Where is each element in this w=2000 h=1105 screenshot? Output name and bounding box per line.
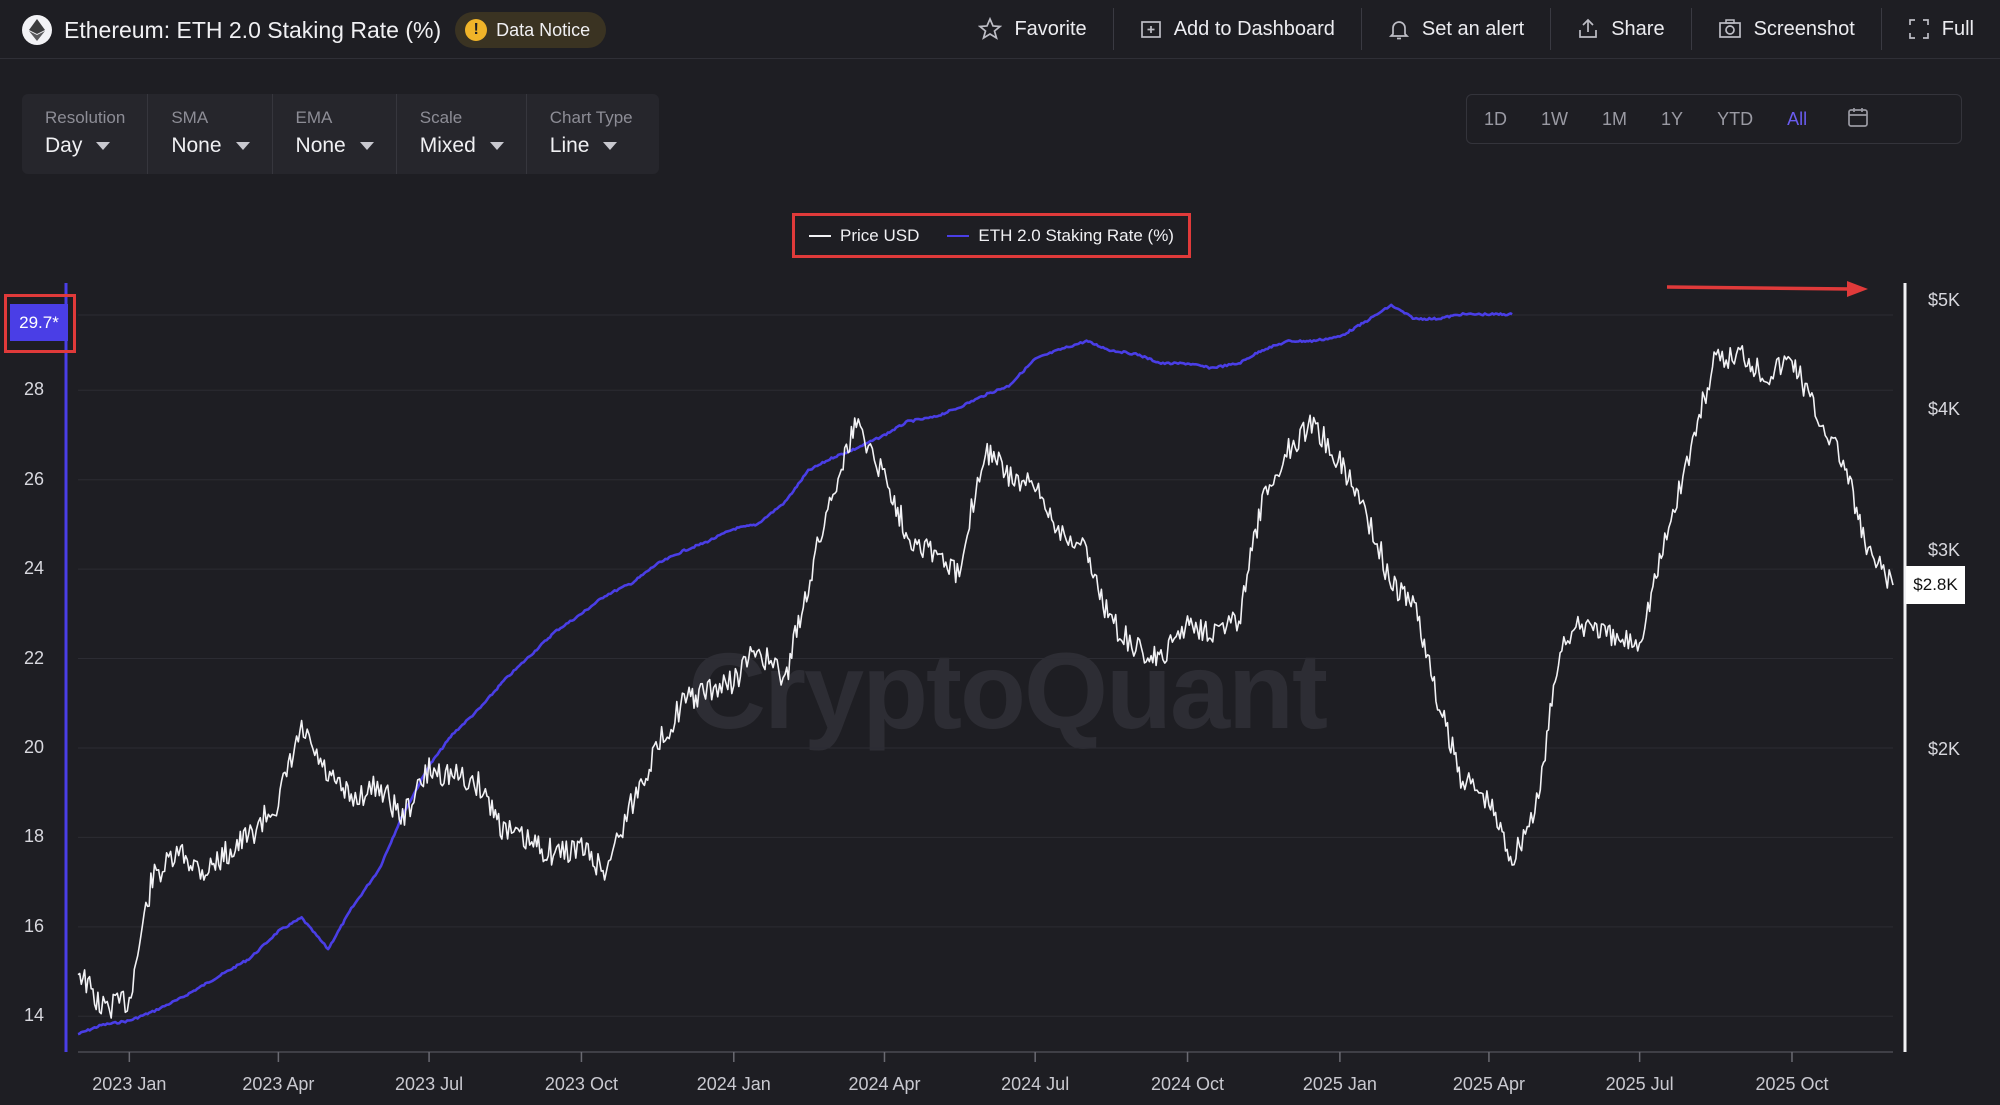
- legend-swatch: [809, 234, 832, 237]
- screenshot-button[interactable]: Screenshot: [1690, 8, 1881, 50]
- chart-type-label: Chart Type: [549, 108, 633, 127]
- y-tick-label-right: $5K: [1928, 290, 1961, 310]
- chevron-down-icon: [489, 142, 504, 150]
- x-tick-label: 2024 Jan: [696, 1074, 771, 1094]
- y-tick-label-left: 18: [23, 826, 44, 847]
- chevron-down-icon: [359, 142, 374, 150]
- y-tick-label-right: $4K: [1928, 399, 1961, 420]
- resolution-value: Day: [45, 134, 83, 157]
- range-ytd-button[interactable]: YTD: [1717, 108, 1754, 129]
- chevron-down-icon: [603, 142, 618, 150]
- watermark: CryptoQuant: [688, 630, 1328, 751]
- y-tick-label-left: 20: [23, 736, 44, 757]
- x-tick-label: 2023 Oct: [544, 1074, 618, 1094]
- x-tick-label: 2023 Jan: [92, 1074, 167, 1094]
- fullscreen-icon: [1908, 19, 1929, 39]
- header-bar: Ethereum: ETH 2.0 Staking Rate (%) ! Dat…: [0, 0, 2000, 59]
- sma-label: SMA: [171, 108, 209, 127]
- current-value-highlight: [4, 294, 76, 353]
- x-tick-label: 2024 Oct: [1151, 1074, 1225, 1094]
- chart-type-value: Line: [549, 134, 590, 157]
- x-tick-label: 2023 Apr: [242, 1074, 315, 1094]
- title-area: Ethereum: ETH 2.0 Staking Rate (%) ! Dat…: [22, 12, 607, 48]
- data-notice-label: Data Notice: [496, 19, 591, 40]
- page-title: Ethereum: ETH 2.0 Staking Rate (%): [64, 16, 442, 43]
- sma-value: None: [171, 134, 222, 157]
- time-range-selector: 1D 1W 1M 1Y YTD All: [1466, 94, 1962, 144]
- favorite-button[interactable]: Favorite: [952, 8, 1112, 50]
- share-icon: [1579, 18, 1598, 38]
- set-alert-label: Set an alert: [1421, 17, 1525, 40]
- camera-icon: [1718, 19, 1741, 38]
- legend-item-price[interactable]: Price USD: [809, 226, 919, 246]
- sma-dropdown[interactable]: SMA None: [148, 94, 273, 174]
- range-1y-button[interactable]: 1Y: [1661, 108, 1684, 129]
- legend-label: Price USD: [840, 225, 920, 245]
- range-all-button[interactable]: All: [1787, 108, 1808, 129]
- warning-icon: !: [465, 19, 488, 41]
- share-label: Share: [1611, 17, 1665, 40]
- share-button[interactable]: Share: [1550, 8, 1690, 50]
- y-tick-label-right: $3K: [1928, 540, 1961, 561]
- x-tick-label: 2024 Jul: [1001, 1074, 1070, 1094]
- y-tick-label-left: 26: [23, 468, 44, 489]
- scale-value: Mixed: [419, 134, 476, 157]
- range-1w-button[interactable]: 1W: [1541, 108, 1569, 129]
- legend-item-staking-rate[interactable]: ETH 2.0 Staking Rate (%): [947, 226, 1174, 246]
- x-tick-label: 2025 Apr: [1452, 1074, 1525, 1094]
- header-actions: Favorite Add to Dashboard Set an alert S…: [952, 8, 2000, 50]
- chart-type-dropdown[interactable]: Chart Type Line: [527, 94, 655, 174]
- range-1d-button[interactable]: 1D: [1484, 108, 1508, 129]
- series-line-eth-2-0-staking-rate-: [77, 303, 1513, 1036]
- resolution-label: Resolution: [45, 108, 126, 127]
- x-tick-label: 2025 Jan: [1302, 1074, 1377, 1094]
- series-line-price-usd: [77, 344, 1894, 1019]
- x-tick-label: 2025 Oct: [1755, 1074, 1829, 1094]
- add-to-dashboard-button[interactable]: Add to Dashboard: [1112, 8, 1361, 50]
- y-tick-label-left: 14: [23, 1005, 44, 1026]
- chevron-down-icon: [235, 142, 250, 150]
- chart-settings-panel: Resolution Day SMA None EMA None Scale M…: [22, 94, 659, 174]
- screenshot-label: Screenshot: [1753, 17, 1855, 40]
- calendar-button[interactable]: [1830, 106, 1886, 133]
- x-tick-label: 2025 Jul: [1605, 1074, 1674, 1094]
- scale-label: Scale: [419, 108, 463, 127]
- x-tick-label: 2023 Jul: [395, 1074, 464, 1094]
- annotation-arrow: [1666, 281, 1868, 297]
- calendar-icon: [1848, 107, 1868, 127]
- bell-icon: [1388, 21, 1409, 40]
- y-tick-label-left: 22: [23, 647, 44, 668]
- current-staking-rate-label: 29.7*: [10, 304, 68, 341]
- ema-dropdown[interactable]: EMA None: [273, 94, 397, 174]
- dashboard-add-icon: [1140, 21, 1161, 38]
- ema-value: None: [295, 134, 346, 157]
- current-price-label: $2.8K: [1906, 566, 1965, 604]
- y-tick-label-left: 24: [23, 558, 44, 579]
- set-alert-button[interactable]: Set an alert: [1360, 8, 1550, 50]
- ethereum-logo-icon: [22, 15, 52, 45]
- y-tick-label-left: 28: [23, 379, 44, 400]
- data-notice-button[interactable]: ! Data Notice: [455, 12, 607, 48]
- favorite-label: Favorite: [1014, 17, 1087, 40]
- legend-swatch: [947, 234, 970, 237]
- y-tick-label-left: 16: [23, 915, 44, 936]
- legend-label: ETH 2.0 Staking Rate (%): [978, 225, 1174, 245]
- add-to-dashboard-label: Add to Dashboard: [1173, 17, 1335, 40]
- resolution-dropdown[interactable]: Resolution Day: [22, 94, 149, 174]
- ema-label: EMA: [295, 108, 333, 127]
- chevron-down-icon: [96, 142, 111, 150]
- chart-legend: Price USD ETH 2.0 Staking Rate (%): [792, 213, 1191, 258]
- range-1m-button[interactable]: 1M: [1602, 108, 1628, 129]
- star-icon: [978, 17, 1003, 40]
- fullscreen-button[interactable]: Full: [1880, 8, 2000, 50]
- y-tick-label-right: $2K: [1928, 739, 1961, 760]
- x-tick-label: 2024 Apr: [848, 1074, 921, 1094]
- scale-dropdown[interactable]: Scale Mixed: [397, 94, 527, 174]
- fullscreen-label: Full: [1941, 17, 1974, 40]
